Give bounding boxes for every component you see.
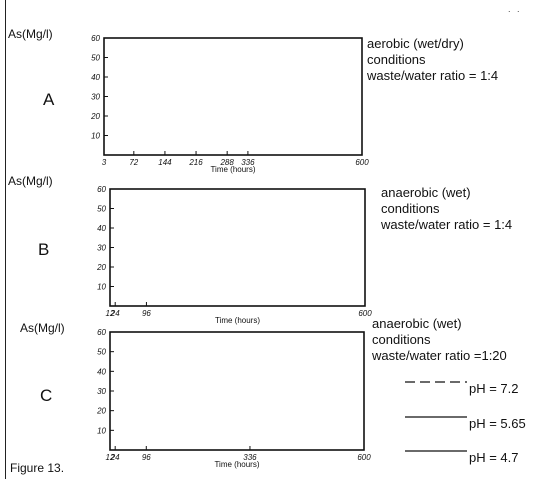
corner-mark: . . <box>508 4 522 14</box>
plot-frame-b <box>109 188 366 307</box>
panel-b-condition-line: anaerobic (wet) <box>381 185 471 200</box>
legend-label-ph565: pH = 5.65 <box>469 416 526 431</box>
panel-b-ylabel: As(Mg/l) <box>8 174 53 188</box>
x-axis-title-a: Time (hours) <box>210 165 255 174</box>
x-axis-title-b: Time (hours) <box>215 316 260 325</box>
panel-c-ylabel: As(Mg/l) <box>20 321 65 335</box>
x-tick-label-a: 72 <box>129 158 138 167</box>
y-tick-label-a: 20 <box>90 112 100 121</box>
x-tick-label-a: 600 <box>355 158 369 167</box>
panel-a-condition: aerobic (wet/dry) conditions waste/water… <box>367 36 498 84</box>
x-tick-label-c: 96 <box>142 453 151 462</box>
y-tick-label-c: 10 <box>97 426 106 435</box>
panel-c-condition-line: waste/water ratio =1:20 <box>372 348 507 363</box>
panel-b-condition-line: waste/water ratio = 1:4 <box>381 217 513 232</box>
x-tick-label-b: 24 <box>110 309 120 318</box>
plot-frame-a <box>103 37 363 156</box>
legend-label-ph72: pH = 7.2 <box>469 381 519 396</box>
x-tick-label-b: 12 <box>106 309 115 318</box>
y-tick-label-a: 60 <box>91 34 100 43</box>
panel-b-condition-line: conditions <box>381 201 440 216</box>
y-tick-label-a: 10 <box>91 132 100 141</box>
x-tick-label-a: 288 <box>219 158 234 167</box>
x-tick-label-a: 336 <box>241 158 255 167</box>
y-tick-label-c: 40 <box>97 367 106 376</box>
x-tick-label-a: 144 <box>158 158 172 167</box>
panel-a-ylabel: As(Mg/l) <box>8 27 53 41</box>
y-tick-label-b: 20 <box>96 263 106 272</box>
y-tick-label-b: 60 <box>97 185 106 194</box>
x-axis-title-c: Time (hours) <box>214 460 259 469</box>
y-tick-label-a: 50 <box>91 54 100 63</box>
panel-b-condition: anaerobic (wet) conditions waste/water r… <box>381 185 512 233</box>
panel-a-condition-line: waste/water ratio = 1:4 <box>367 68 499 83</box>
x-tick-label-c: 24 <box>110 453 120 462</box>
plot-frame-c <box>109 331 365 451</box>
y-tick-label-c: 20 <box>96 407 106 416</box>
x-tick-label-c: 12 <box>106 453 115 462</box>
x-tick-label-c: 600 <box>357 453 371 462</box>
x-tick-label-a: 216 <box>188 158 203 167</box>
panel-a-condition-line: conditions <box>367 52 426 67</box>
y-tick-label-c: 30 <box>97 387 106 396</box>
y-tick-label-b: 10 <box>97 283 106 292</box>
x-tick-label-b: 96 <box>142 309 151 318</box>
legend-label-ph47: pH = 4.7 <box>469 450 519 465</box>
panel-c-condition-line: conditions <box>372 332 431 347</box>
panel-a-letter: A <box>43 90 55 109</box>
panel-c-condition: anaerobic (wet) conditions waste/water r… <box>372 316 507 364</box>
y-tick-label-b: 50 <box>97 205 106 214</box>
y-tick-label-b: 40 <box>97 224 106 233</box>
y-tick-label-c: 50 <box>97 348 106 357</box>
panel-c-condition-line: anaerobic (wet) <box>372 316 462 331</box>
x-tick-label-b: 600 <box>358 309 372 318</box>
panel-b-letter: B <box>38 240 50 259</box>
y-tick-label-c: 60 <box>97 328 106 337</box>
figure-caption: Figure 13. <box>10 461 65 475</box>
panel-a-condition-line: aerobic (wet/dry) <box>367 36 464 51</box>
y-tick-label-a: 30 <box>91 93 100 102</box>
y-tick-label-b: 30 <box>97 244 106 253</box>
x-tick-label-c: 336 <box>243 453 257 462</box>
x-tick-label-a: 3 <box>102 158 107 167</box>
panel-c-letter: C <box>40 386 53 405</box>
left-margin-rule <box>5 0 6 479</box>
y-tick-label-a: 40 <box>91 73 100 82</box>
